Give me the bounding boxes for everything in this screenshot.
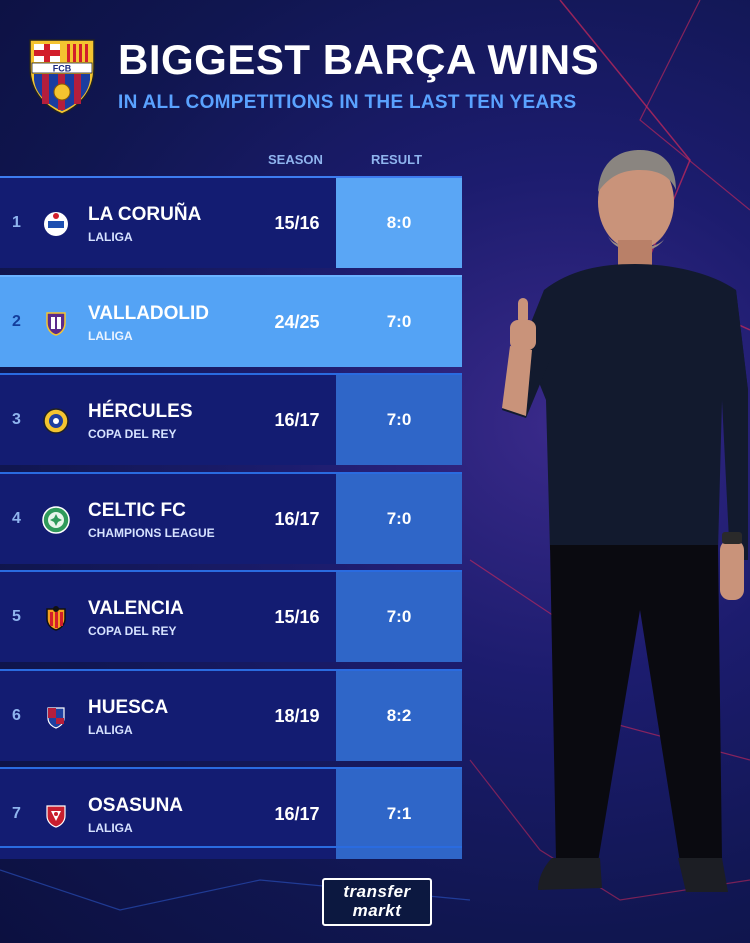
competition: LALIGA [88,230,133,244]
rank: 3 [12,411,21,428]
crest-text: FCB [53,64,72,74]
team-name: CELTIC FC [88,499,186,521]
table-row: 4 CELTIC FC CHAMPIONS LEAGUE 16/17 7:0 [0,471,462,564]
table-bottom-divider [0,846,462,848]
competition: COPA DEL REY [88,427,177,441]
hercules-crest-icon [43,408,69,434]
transfermarkt-logo: transfer markt [322,878,432,926]
season: 15/16 [274,607,320,627]
deportivo-crest-icon [44,212,68,236]
season: 16/17 [274,410,320,430]
competition: CHAMPIONS LEAGUE [88,525,215,540]
result: 8:0 [336,178,462,268]
table-row: 2 VALLADOLID LALIGA 24/25 7:0 [0,274,462,367]
season: 16/17 [274,508,320,529]
season: 18/19 [274,705,320,726]
page-subtitle: IN ALL COMPETITIONS IN THE LAST TEN YEAR… [118,92,577,113]
team-name: OSASUNA [88,795,184,816]
page-title: BIGGEST BARÇA WINS [118,36,600,83]
valladolid-crest-icon [46,311,66,336]
result: 7:0 [336,375,462,465]
table-row: 6 HUESCA LALIGA 18/19 8:2 [0,668,462,761]
rank: 5 [12,608,21,625]
team-name: LA CORUÑA [88,204,202,225]
team-name: VALLADOLID [88,302,210,324]
logo-line-1: transfer [343,882,411,901]
competition: LALIGA [88,328,133,343]
celtic-crest-icon [42,505,70,534]
rank: 1 [12,214,21,231]
team-name: HÉRCULES [88,401,193,422]
column-header-season: SEASON [268,152,323,167]
rank: 6 [12,706,21,724]
valencia-crest-icon [46,606,66,631]
result: 7:0 [336,572,462,662]
coach-photo [502,150,748,892]
table-row: 3 HÉRCULES COPA DEL REY 16/17 7:0 [0,373,462,465]
huesca-crest-icon [47,706,65,729]
competition: LALIGA [88,821,133,835]
table-row: 5 VALENCIA COPA DEL REY 15/16 7:0 [0,570,462,662]
wins-table: 1 LA CORUÑA LALIGA 15/16 8:0 2 VALLADOLI… [0,176,462,866]
fc-barcelona-crest-logo: FCB [29,39,95,115]
result: 8:2 [336,670,462,761]
team-name: HUESCA [88,696,169,718]
result: 7:0 [386,311,412,331]
table-row: 1 LA CORUÑA LALIGA 15/16 8:0 [0,176,462,268]
osasuna-crest-icon [46,805,66,828]
competition: COPA DEL REY [88,624,177,638]
season: 15/16 [274,213,320,233]
rank: 4 [12,509,21,527]
column-header-result: RESULT [371,152,423,167]
table-row: 7 OSASUNA LALIGA 16/17 7:1 [0,767,462,859]
team-name: VALENCIA [88,598,184,619]
result: 7:1 [336,769,462,859]
logo-line-2: markt [352,901,402,920]
competition: LALIGA [88,722,133,737]
season: 24/25 [274,311,320,332]
rank: 7 [12,805,21,822]
rank: 2 [12,312,21,330]
result: 7:0 [336,473,462,564]
season: 16/17 [274,804,320,824]
